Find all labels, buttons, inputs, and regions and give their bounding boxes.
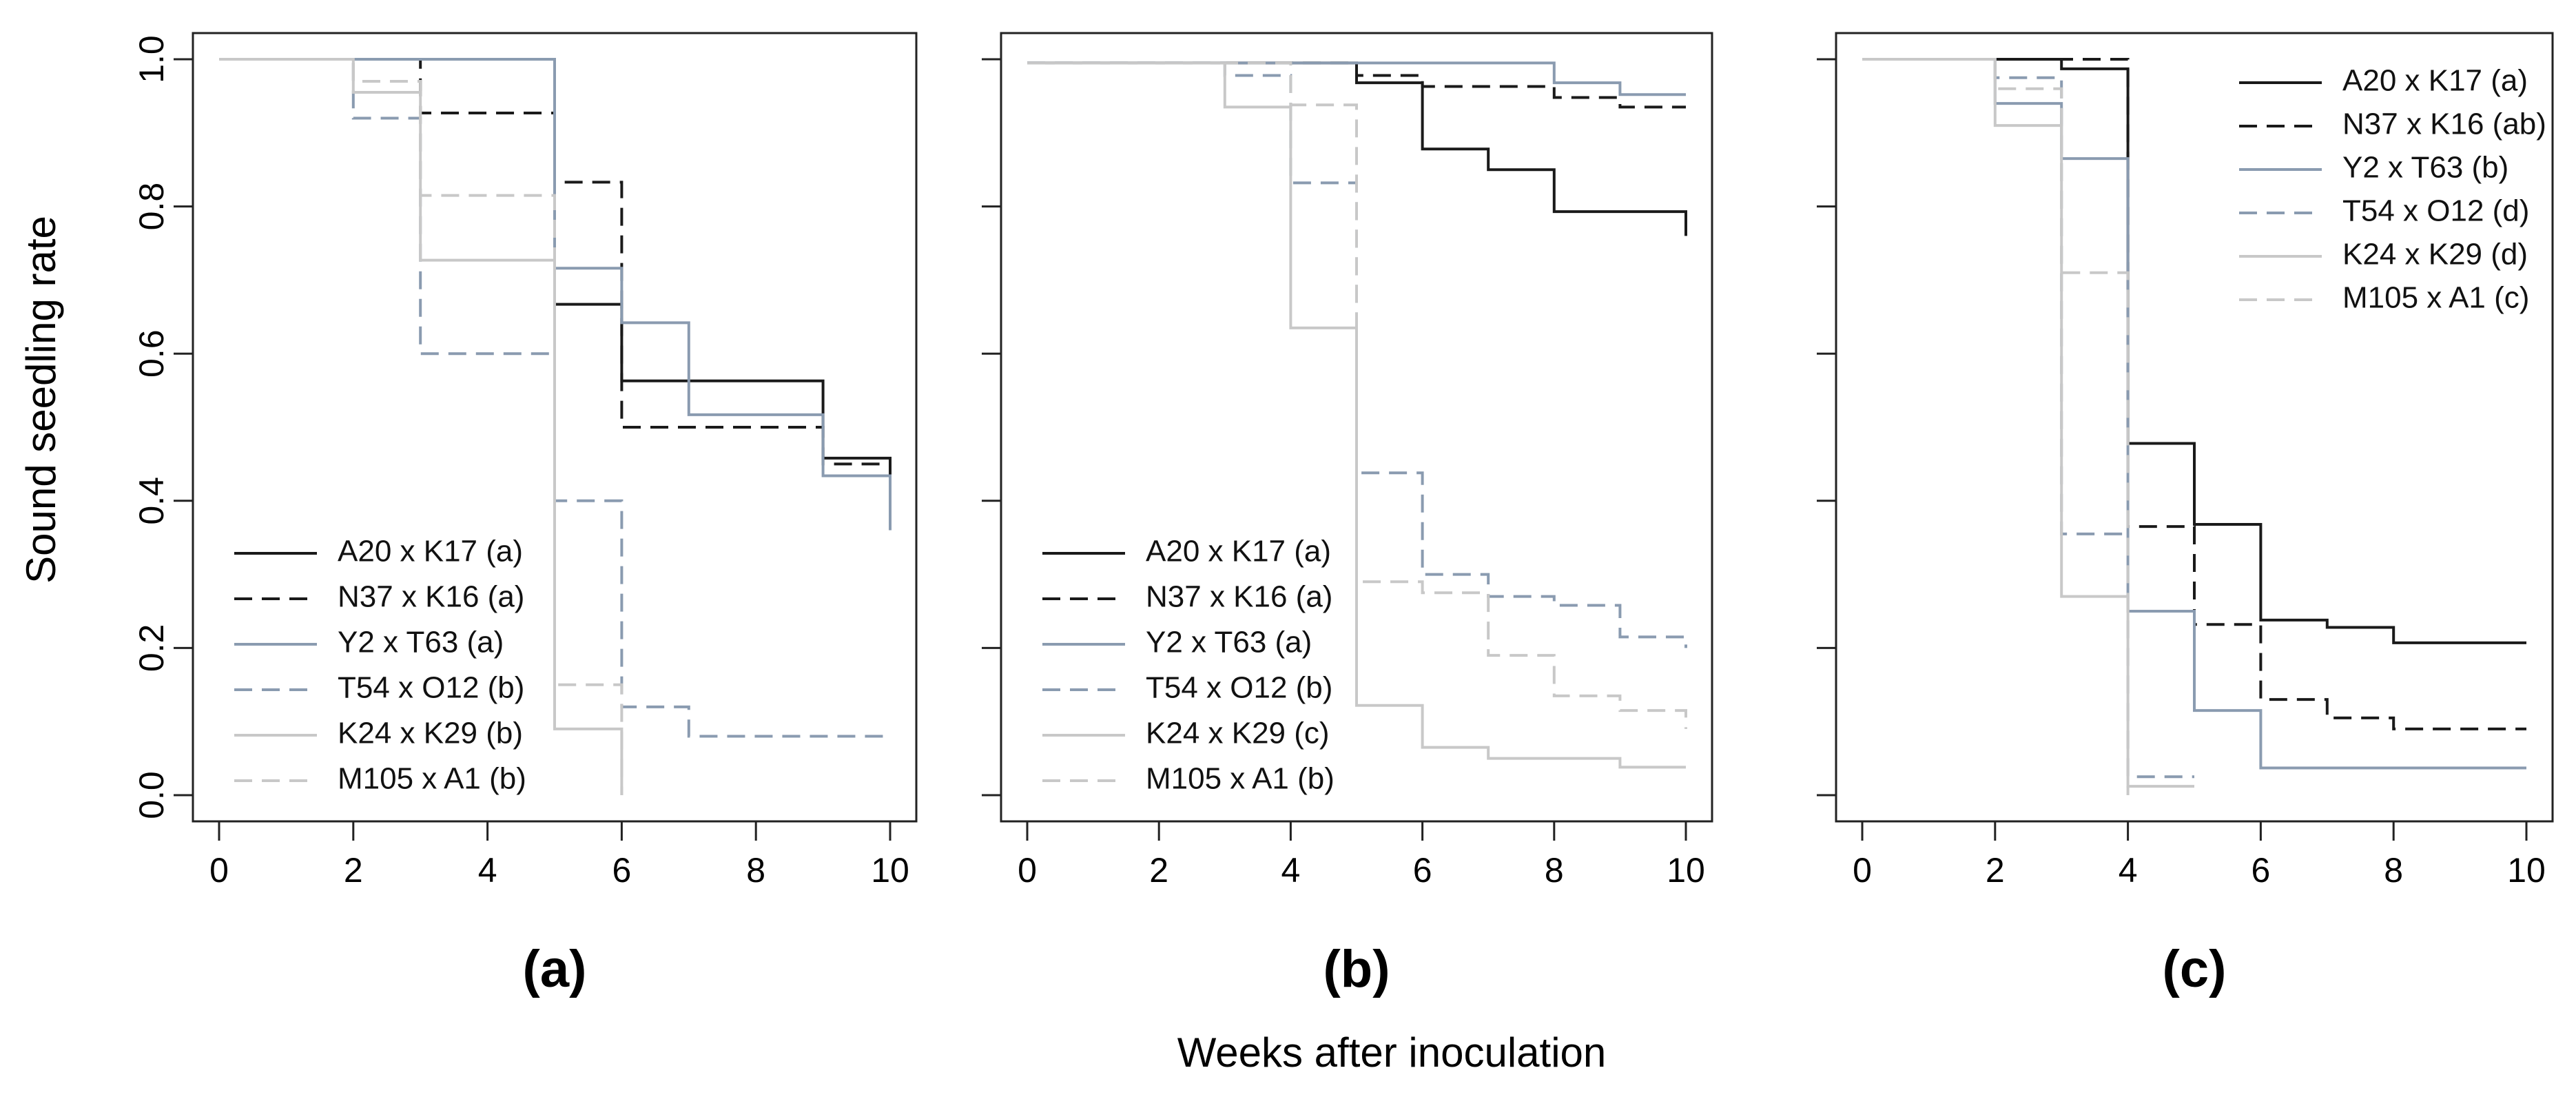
x-tick-label: 2 [344, 851, 363, 890]
series-line-5 [1862, 58, 2194, 788]
panels: 0 2 4 6 8 10 0.0 0.2 0.4 0.6 0.8 1.0 A20 x K17 (a) N3… [132, 32, 2554, 998]
legend-label-3: Y2 x T63 (b) [2342, 151, 2508, 185]
legend-label-2: N37 x K16 (a) [1146, 580, 1332, 614]
legend-label-1: A20 x K17 (a) [2342, 64, 2528, 98]
y-tick-label: 0.8 [132, 183, 171, 231]
x-tick-label: 4 [478, 851, 497, 890]
x-tick-label: 0 [1018, 851, 1037, 890]
plot-frame [1000, 32, 1713, 823]
x-tick-label: 4 [2119, 851, 2138, 890]
y-tick-label: 0.2 [132, 624, 171, 673]
panel-3: 0 2 4 6 8 10 A20 x K17 (a) N37 x K16 (ab) Y2 x T… [1817, 32, 2554, 998]
x-tick-label: 0 [209, 851, 229, 890]
series-line-1 [1862, 58, 2526, 644]
panel-tag: (b) [1323, 940, 1390, 998]
legend-label-4: T54 x O12 (d) [2342, 194, 2529, 228]
series-line-4 [1027, 61, 1687, 648]
x-axis-title: Weeks after inoculation [1177, 1029, 1607, 1076]
legend-label-5: K24 x K29 (d) [2342, 238, 2528, 271]
series-line-6 [1862, 58, 2130, 795]
y-tick-label: 1.0 [132, 35, 171, 83]
x-tick-label: 6 [1413, 851, 1432, 890]
legend-label-5: K24 x K29 (b) [338, 717, 523, 750]
series-line-6 [1027, 61, 1687, 729]
y-tick-label: 0.6 [132, 329, 171, 378]
legend-label-6: M105 x A1 (b) [1146, 762, 1335, 796]
series-line-2 [1862, 58, 2526, 730]
panel-1: 0 2 4 6 8 10 0.0 0.2 0.4 0.6 0.8 1.0 A20 x K17 (a) N3… [132, 32, 918, 998]
legend-label-4: T54 x O12 (b) [1146, 671, 1332, 705]
series-line-6 [219, 58, 624, 795]
plot-frame [192, 32, 918, 823]
legend-label-1: A20 x K17 (a) [1146, 535, 1331, 568]
x-tick-label: 10 [871, 851, 909, 890]
panel-2: 0 2 4 6 8 10 A20 x K17 (a) N37 x K16 (a) Y2 x T6… [982, 32, 1713, 998]
series-line-2 [1027, 61, 1686, 109]
panel-tag: (a) [523, 940, 587, 998]
x-tick-label: 10 [1667, 851, 1705, 890]
x-tick-label: 2 [1149, 851, 1168, 890]
x-tick-label: 6 [2251, 851, 2270, 890]
y-axis-title: Sound seedling rate [18, 216, 64, 584]
x-tick-label: 8 [1545, 851, 1564, 890]
legend-label-3: Y2 x T63 (a) [1146, 626, 1312, 659]
legend-label-5: K24 x K29 (c) [1146, 717, 1330, 750]
legend-label-4: T54 x O12 (b) [338, 671, 524, 705]
y-tick-label: 0.0 [132, 771, 171, 819]
legend-label-2: N37 x K16 (a) [338, 580, 524, 614]
plot-frame [1835, 32, 2554, 823]
x-tick-label: 2 [1986, 851, 2005, 890]
panel-tag: (c) [2163, 940, 2227, 998]
x-tick-label: 6 [612, 851, 631, 890]
legend-label-1: A20 x K17 (a) [338, 535, 523, 568]
legend: A20 x K17 (a) N37 x K16 (a) Y2 x T63 (a) T5… [234, 535, 526, 796]
x-tick-label: 8 [2384, 851, 2403, 890]
x-tick-label: 10 [2507, 851, 2546, 890]
legend: A20 x K17 (a) N37 x K16 (ab) Y2 x T63 (b) T… [2239, 64, 2546, 315]
x-tick-label: 0 [1853, 851, 1872, 890]
series-line-5 [1027, 61, 1686, 769]
x-tick-label: 4 [1281, 851, 1300, 890]
legend-label-6: M105 x A1 (b) [338, 762, 526, 796]
legend: A20 x K17 (a) N37 x K16 (a) Y2 x T63 (a) T5… [1042, 535, 1335, 796]
x-tick-label: 8 [746, 851, 765, 890]
series-line-4 [1862, 58, 2194, 779]
legend-label-2: N37 x K16 (ab) [2342, 107, 2546, 141]
legend-label-3: Y2 x T63 (a) [338, 626, 504, 659]
series-line-3 [1027, 61, 1686, 96]
y-tick-label: 0.4 [132, 477, 171, 525]
legend-label-6: M105 x A1 (c) [2342, 281, 2529, 315]
